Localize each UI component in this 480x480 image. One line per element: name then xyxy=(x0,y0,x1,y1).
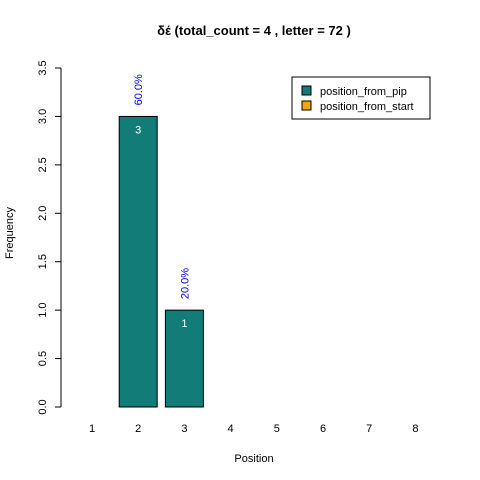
bar xyxy=(164,309,204,408)
x-tick-label: 8 xyxy=(412,423,418,435)
y-tick-label: 2.0 xyxy=(37,206,49,221)
bars-group: 3 60.0% 1 20.0% xyxy=(118,74,204,408)
x-tick-label: 3 xyxy=(181,423,187,435)
bar xyxy=(118,115,158,408)
y-axis: 0.0 0.5 1.0 1.5 2.0 2.5 3.0 3.5 xyxy=(37,60,62,415)
bar-percent-label: 60.0% xyxy=(133,74,145,105)
y-tick-label: 2.5 xyxy=(37,157,49,172)
legend: position_from_pip position_from_start xyxy=(291,76,431,120)
legend-label-position-from-start: position_from_start xyxy=(320,101,414,113)
x-tick-label: 4 xyxy=(228,423,234,435)
x-tick-label: 5 xyxy=(274,423,280,435)
y-tick-label: 1.5 xyxy=(37,254,49,269)
legend-swatch-position-from-pip xyxy=(301,85,312,96)
bar-value-label: 1 xyxy=(181,318,187,330)
x-tick-label: 1 xyxy=(89,423,95,435)
x-tick-label: 2 xyxy=(135,423,141,435)
y-axis-label: Frequency xyxy=(4,207,16,259)
y-tick-label: 0.5 xyxy=(37,351,49,366)
bar-percent-label: 20.0% xyxy=(179,268,191,299)
bar-value-label: 3 xyxy=(135,124,141,136)
x-tick-label: 6 xyxy=(320,423,326,435)
legend-box xyxy=(291,76,431,120)
legend-swatch-position-from-start xyxy=(301,100,312,111)
y-tick-label: 3.5 xyxy=(37,60,49,75)
x-tick-label: 7 xyxy=(366,423,372,435)
y-tick-label: 0.0 xyxy=(37,399,49,414)
y-tick-label: 3.0 xyxy=(37,109,49,124)
x-tick-labels: 1 2 3 4 5 6 7 8 xyxy=(89,423,419,435)
chart-title: δέ (total_count = 4 , letter = 72 ) xyxy=(157,23,351,38)
y-tick-label: 1.0 xyxy=(37,302,49,317)
legend-label-position-from-pip: position_from_pip xyxy=(320,86,407,98)
x-axis-label: Position xyxy=(234,453,273,465)
